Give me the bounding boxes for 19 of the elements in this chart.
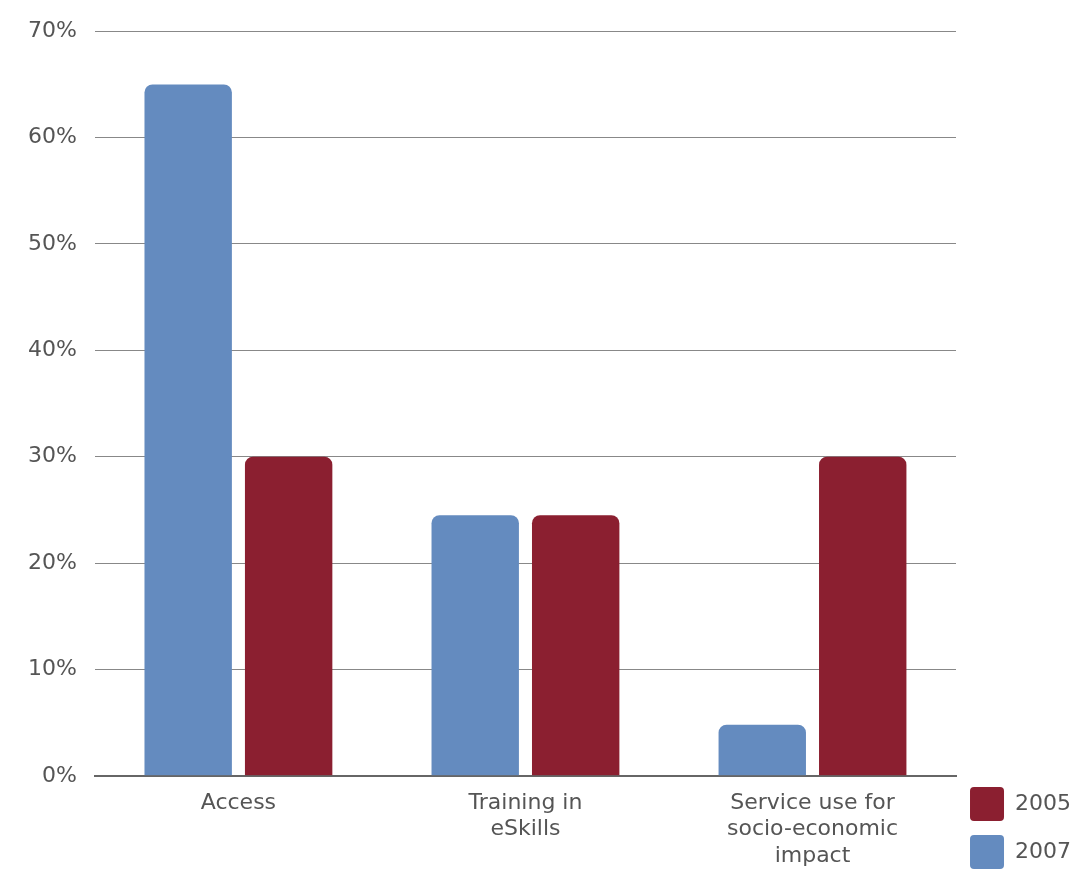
bar bbox=[819, 456, 907, 776]
bar bbox=[244, 456, 333, 776]
y-tick-label: 0% bbox=[41, 761, 77, 787]
x-tick-label: Training in eSkills bbox=[467, 788, 583, 841]
legend-label: 2005 bbox=[1015, 789, 1072, 815]
y-tick-label: 60% bbox=[27, 123, 77, 149]
y-tick-label: 10% bbox=[27, 655, 77, 681]
bar bbox=[531, 515, 620, 776]
y-tick-label: 70% bbox=[27, 16, 77, 42]
bar bbox=[144, 84, 232, 776]
legend-label: 2007 bbox=[1015, 837, 1072, 863]
y-tick-label: 50% bbox=[27, 229, 77, 255]
bar bbox=[718, 724, 806, 776]
x-tick-label: Access bbox=[200, 788, 277, 814]
y-tick-label: 30% bbox=[27, 442, 77, 468]
y-tick-label: 40% bbox=[27, 336, 77, 362]
bar bbox=[431, 515, 519, 776]
x-tick-label: Service use for socio-economic impact bbox=[726, 788, 899, 867]
y-tick-label: 20% bbox=[27, 548, 77, 574]
